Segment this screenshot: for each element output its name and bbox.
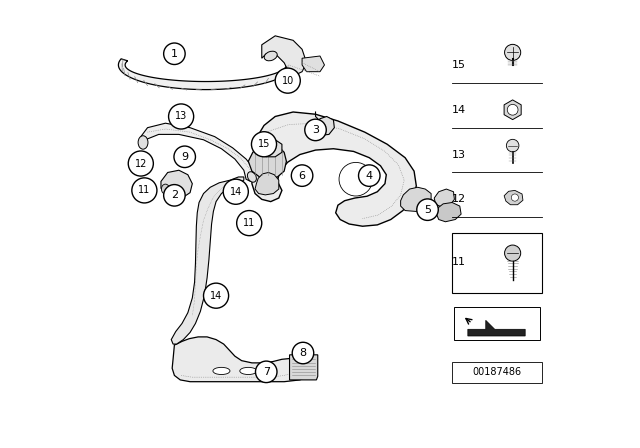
Polygon shape (262, 140, 282, 157)
Ellipse shape (240, 367, 257, 375)
Polygon shape (289, 355, 317, 380)
Polygon shape (468, 320, 525, 336)
Circle shape (252, 132, 276, 157)
Circle shape (223, 179, 248, 204)
Text: 6: 6 (299, 171, 305, 181)
Circle shape (275, 68, 300, 93)
Text: 15: 15 (452, 60, 466, 70)
Circle shape (128, 151, 154, 176)
Circle shape (506, 139, 519, 152)
Text: 5: 5 (424, 205, 431, 215)
Circle shape (255, 361, 277, 383)
Polygon shape (302, 56, 324, 72)
Circle shape (174, 146, 195, 168)
Bar (452, 233, 541, 293)
Text: 2: 2 (171, 190, 178, 200)
Circle shape (132, 178, 157, 203)
Text: 15: 15 (258, 139, 270, 149)
Polygon shape (435, 189, 454, 207)
Circle shape (237, 211, 262, 236)
Ellipse shape (264, 51, 277, 61)
Circle shape (291, 165, 313, 186)
Polygon shape (262, 36, 307, 76)
Bar (452, 362, 541, 383)
Polygon shape (436, 202, 461, 222)
Polygon shape (316, 116, 334, 135)
Polygon shape (255, 172, 279, 195)
Polygon shape (504, 190, 523, 205)
Text: 14: 14 (230, 187, 242, 197)
Text: 3: 3 (312, 125, 319, 135)
Circle shape (504, 44, 521, 60)
Text: 9: 9 (181, 152, 188, 162)
Circle shape (417, 199, 438, 220)
Ellipse shape (213, 367, 230, 375)
Text: 12: 12 (452, 194, 466, 204)
Text: 7: 7 (262, 367, 270, 377)
Circle shape (504, 245, 521, 261)
Circle shape (164, 43, 185, 65)
Bar (454, 307, 540, 340)
Text: 10: 10 (282, 76, 294, 86)
Ellipse shape (248, 172, 257, 182)
Text: 14: 14 (452, 105, 466, 115)
Text: 11: 11 (452, 257, 466, 267)
Text: 11: 11 (138, 185, 150, 195)
Text: 4: 4 (365, 171, 373, 181)
Polygon shape (248, 143, 287, 179)
Circle shape (508, 104, 518, 115)
Circle shape (164, 185, 185, 206)
Circle shape (511, 194, 518, 201)
Text: 13: 13 (452, 150, 466, 159)
Text: 11: 11 (243, 218, 255, 228)
Circle shape (292, 342, 314, 364)
Polygon shape (118, 59, 293, 90)
Polygon shape (401, 187, 431, 211)
Text: 1: 1 (171, 49, 178, 59)
Polygon shape (141, 123, 255, 181)
Circle shape (305, 119, 326, 141)
Circle shape (358, 165, 380, 186)
Text: 00187486: 00187486 (472, 367, 522, 377)
Circle shape (168, 104, 194, 129)
Text: 8: 8 (300, 348, 307, 358)
Ellipse shape (161, 184, 170, 194)
Text: 14: 14 (210, 291, 222, 301)
Text: 13: 13 (175, 112, 188, 121)
Polygon shape (161, 170, 192, 198)
Ellipse shape (138, 136, 148, 149)
Polygon shape (504, 100, 521, 120)
Circle shape (204, 283, 228, 308)
Polygon shape (252, 112, 417, 226)
Polygon shape (172, 177, 244, 344)
Text: 12: 12 (134, 159, 147, 168)
Polygon shape (172, 337, 312, 382)
